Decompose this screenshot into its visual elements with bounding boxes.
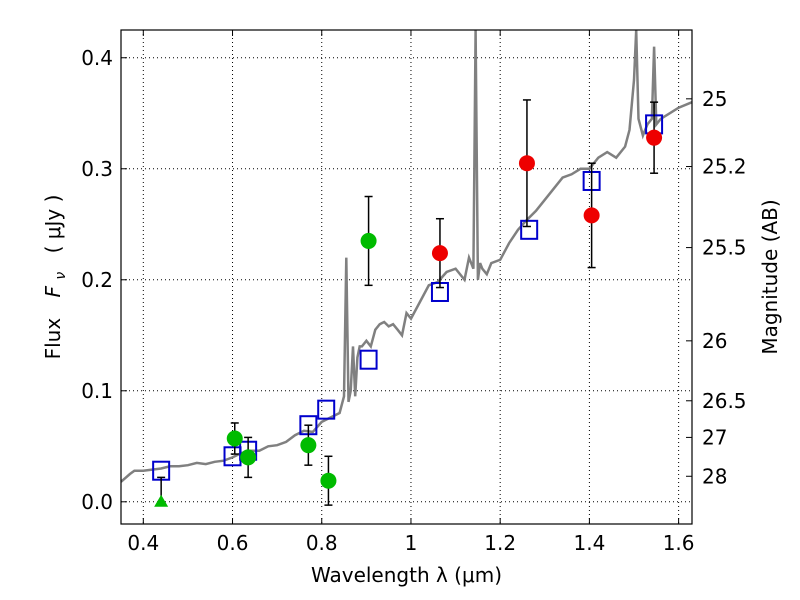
y2-tick-label: 26 <box>702 329 727 353</box>
y-axis-label: Flux F ν ( μJy ) <box>41 195 70 360</box>
plot-frame <box>120 29 693 525</box>
y-tick-label: 0.1 <box>81 379 113 403</box>
y-tick-label: 0.0 <box>81 490 113 514</box>
y2-tick-label: 27 <box>702 425 727 449</box>
axis-ticks: 0.4 0.6 0.8 1 1.2 1.4 1.6 0.0 0.1 0.2 0.3 0.4 25 25.2… <box>81 30 747 555</box>
secondary-y-axis-label: Magnitude (AB) <box>758 199 782 354</box>
y-axis-label-subscript: ν <box>53 272 69 280</box>
green-data-point <box>226 430 243 447</box>
green-data-point <box>240 449 257 466</box>
y-axis-label-variable: F <box>41 285 65 297</box>
y-axis-label-prefix: Flux <box>41 318 65 360</box>
y2-tick-label: 25 <box>702 87 727 111</box>
grid-lines <box>121 30 692 524</box>
green-data-point <box>360 232 377 249</box>
x-tick-label: 0.6 <box>217 531 249 555</box>
model-square-point <box>359 349 378 370</box>
model-square-point <box>520 219 539 240</box>
x-tick-label: 1.4 <box>573 531 605 555</box>
y2-tick-label: 28 <box>702 464 727 488</box>
y-axis-label-unit: ( μJy ) <box>41 195 65 254</box>
model-spectrum-line <box>120 29 693 483</box>
x-tick-label: 1.2 <box>484 531 516 555</box>
x-tick-label: 0.4 <box>127 531 159 555</box>
x-tick-label: 1.6 <box>663 531 695 555</box>
x-tick-label: 1 <box>405 531 418 555</box>
y2-tick-label: 25.2 <box>702 155 747 179</box>
y-tick-label: 0.3 <box>81 157 113 181</box>
red-data-point <box>583 207 600 224</box>
green-data-point <box>300 437 317 454</box>
y-tick-label: 0.4 <box>81 46 113 70</box>
red-data-point <box>518 155 535 172</box>
red-data-point <box>431 245 448 262</box>
model-square-point <box>317 399 336 420</box>
x-axis-label: Wavelength λ (μm) <box>311 563 502 587</box>
red-data-point <box>646 129 663 146</box>
data-marks <box>152 99 664 507</box>
upper-limit-triangle <box>154 494 169 507</box>
green-data-point <box>320 472 337 489</box>
y2-tick-label: 26.5 <box>702 389 747 413</box>
y-tick-label: 0.2 <box>81 268 113 292</box>
x-tick-label: 0.8 <box>306 531 338 555</box>
y2-tick-label: 25.5 <box>702 236 747 260</box>
